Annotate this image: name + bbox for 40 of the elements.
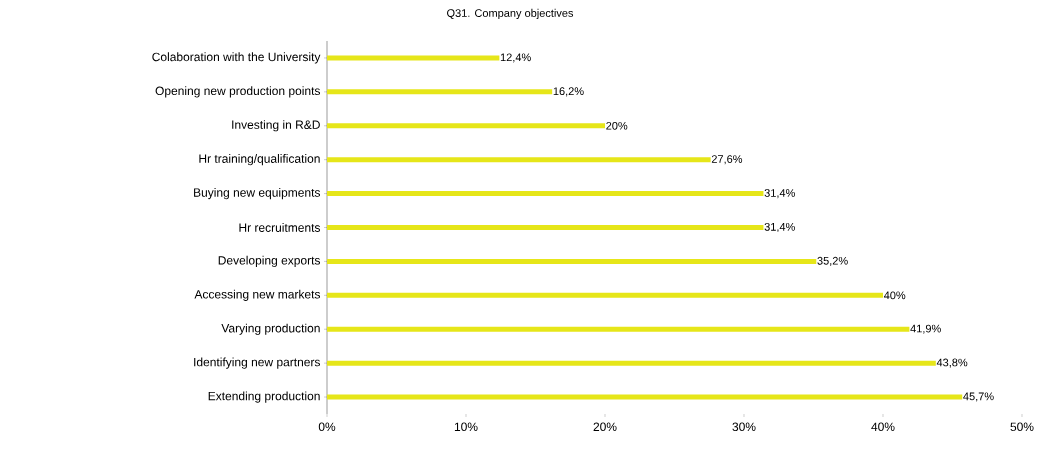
x-tick-label: 40%	[871, 422, 895, 432]
data-label: 41,9%	[910, 324, 941, 334]
y-tick-label: Hr training/qualification	[199, 154, 320, 166]
bar	[327, 360, 936, 366]
y-tick-label: Investing in R&D	[232, 120, 320, 132]
x-tick-label: 50%	[1010, 422, 1034, 432]
bar	[327, 258, 817, 264]
y-tick-label: Varying production	[221, 323, 320, 335]
y-tick-label: Extending production	[208, 391, 320, 403]
bar	[327, 326, 910, 332]
data-label: 12,4%	[500, 53, 531, 63]
y-tick-label: Colaboration with the University	[152, 52, 321, 64]
x-tick-label: 10%	[454, 422, 478, 432]
bar	[327, 157, 711, 163]
chart-title: Q31. Company objectives	[447, 8, 574, 20]
bar	[327, 394, 963, 400]
bar	[327, 292, 883, 298]
bar	[327, 191, 764, 197]
y-tick-label: Opening new production points	[155, 86, 320, 98]
y-tick-label: Hr recruitments	[239, 223, 321, 232]
data-label: 40%	[883, 291, 906, 300]
data-label: 31,4%	[764, 189, 795, 199]
data-label: 27,6%	[711, 155, 743, 165]
x-tick-label: 0%	[318, 422, 336, 432]
bar	[327, 224, 764, 230]
data-label: 35,2%	[817, 256, 848, 266]
data-label: 20%	[606, 121, 628, 130]
data-label: 45,7%	[963, 392, 994, 402]
bar	[327, 55, 500, 61]
y-tick-label: Identifying new partners	[194, 357, 321, 369]
y-tick-label: Accessing new markets	[194, 289, 321, 301]
bar	[327, 123, 605, 129]
y-tick-label: Developing exports	[218, 255, 321, 267]
x-tick-label: 30%	[732, 422, 756, 432]
data-label: 16,2%	[553, 87, 584, 97]
data-label: 43,8%	[936, 358, 968, 368]
y-tick-label: Buying new equipments	[194, 188, 321, 200]
x-tick-label: 20%	[593, 422, 617, 432]
data-label: 31,4%	[764, 222, 795, 233]
bar	[327, 89, 553, 95]
